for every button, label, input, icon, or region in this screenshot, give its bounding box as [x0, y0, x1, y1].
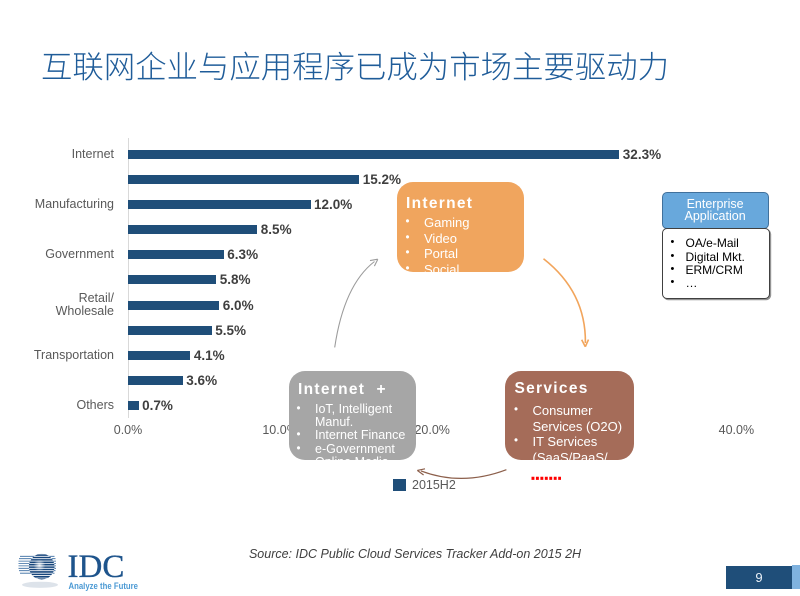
svg-text:Analyze the Future: Analyze the Future	[69, 581, 139, 592]
svg-text:IDC: IDC	[68, 549, 125, 585]
